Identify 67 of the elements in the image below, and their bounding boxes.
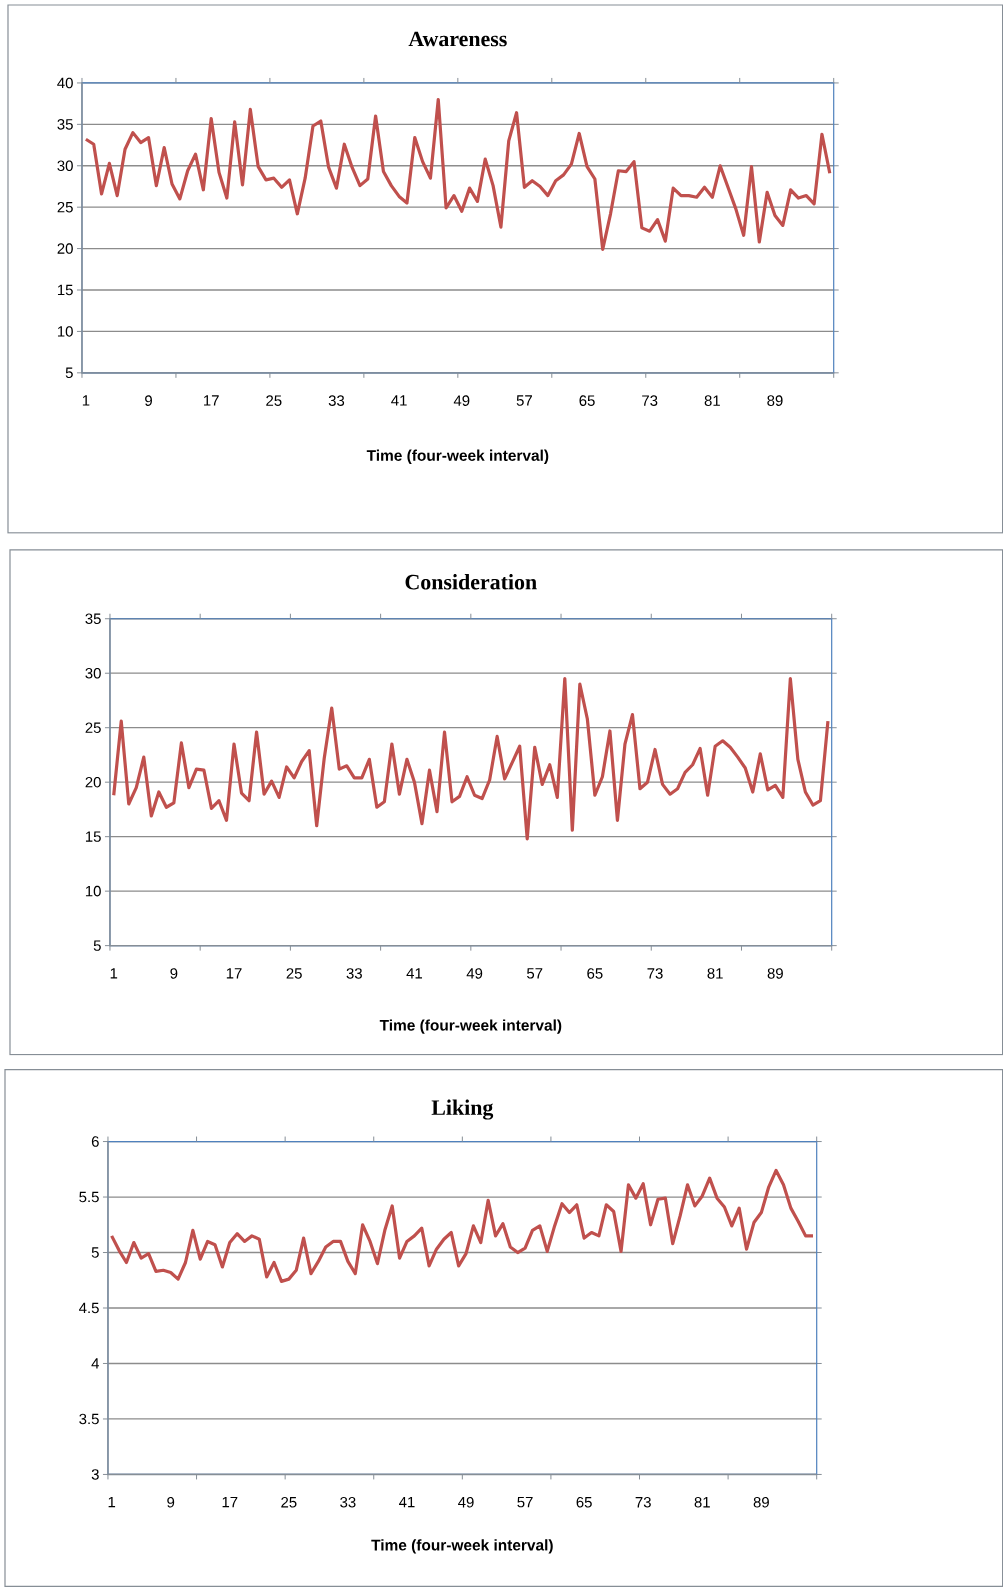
y-tick-label: 3 [91, 1469, 99, 1480]
x-tick-label: 9 [144, 395, 152, 406]
chart-title: Liking [431, 1099, 494, 1120]
x-tick-label: 89 [767, 968, 783, 979]
y-tick-label: 10 [57, 326, 73, 337]
x-tick-label: 57 [516, 395, 532, 406]
y-tick-label: 35 [57, 119, 73, 130]
y-tick-label: 30 [57, 160, 73, 172]
x-tick-label: 65 [579, 395, 595, 406]
x-tick-label: 17 [203, 395, 219, 406]
x-tick-label: 1 [110, 968, 118, 979]
x-tick-label: 33 [328, 395, 344, 406]
x-axis-title: Time (four-week interval) [366, 449, 549, 464]
x-tick-label: 73 [635, 1496, 651, 1508]
y-tick-label: 4.5 [78, 1302, 99, 1314]
x-tick-label: 65 [587, 968, 603, 979]
x-tick-label: 41 [398, 1496, 415, 1508]
x-tick-label: 17 [222, 1496, 238, 1508]
y-tick-label: 20 [57, 243, 73, 254]
y-tick-label: 30 [85, 667, 101, 679]
x-tick-label: 1 [108, 1496, 115, 1508]
x-tick-label: 41 [391, 395, 407, 406]
chart-title: Consideration [405, 574, 537, 590]
x-tick-label: 17 [226, 968, 242, 979]
y-tick-label: 3.5 [79, 1413, 99, 1425]
x-tick-label: 25 [266, 395, 282, 406]
x-tick-label: 81 [704, 395, 720, 406]
x-tick-label: 73 [647, 968, 663, 979]
x-tick-label: 33 [346, 968, 362, 979]
y-tick-label: 25 [85, 722, 101, 733]
line-series [109, 1168, 815, 1283]
y-tick-label: 5 [91, 1247, 99, 1258]
x-tick-label: 49 [466, 968, 483, 979]
x-tick-label: 9 [170, 968, 178, 979]
x-tick-label: 57 [526, 968, 543, 979]
x-tick-label: 25 [286, 968, 302, 979]
y-tick-label: 15 [57, 284, 73, 296]
x-tick-label: 49 [457, 1496, 474, 1508]
y-tick-label: 25 [57, 201, 73, 213]
x-axis-title: Time (four-week interval) [379, 1019, 562, 1034]
y-tick-label: 6 [91, 1136, 99, 1147]
x-tick-label: 33 [340, 1496, 356, 1508]
y-tick-label: 20 [85, 776, 101, 788]
x-tick-label: 9 [167, 1496, 175, 1508]
x-tick-label: 81 [707, 968, 723, 979]
y-tick-label: 10 [85, 885, 101, 897]
x-tick-label: 73 [642, 395, 658, 406]
y-tick-label: 40 [57, 77, 73, 89]
x-tick-label: 41 [406, 968, 422, 979]
x-tick-label: 25 [281, 1496, 297, 1508]
line-series [112, 677, 830, 841]
x-axis-title: Time (four-week interval) [371, 1539, 553, 1554]
x-tick-label: 89 [767, 395, 783, 406]
y-tick-label: 5.5 [79, 1191, 99, 1203]
x-tick-label: 81 [694, 1496, 710, 1508]
x-tick-label: 1 [82, 395, 90, 406]
x-tick-label: 89 [753, 1496, 769, 1508]
y-tick-label: 5 [93, 940, 101, 951]
chart-title: Awareness [408, 31, 507, 47]
line-series [84, 97, 832, 252]
x-tick-label: 65 [576, 1496, 592, 1508]
x-tick-label: 57 [517, 1496, 533, 1508]
x-tick-label: 49 [453, 395, 470, 406]
y-tick-label: 35 [85, 613, 101, 625]
y-tick-label: 5 [65, 367, 73, 379]
y-tick-label: 4 [91, 1358, 99, 1369]
y-tick-label: 15 [85, 831, 101, 842]
